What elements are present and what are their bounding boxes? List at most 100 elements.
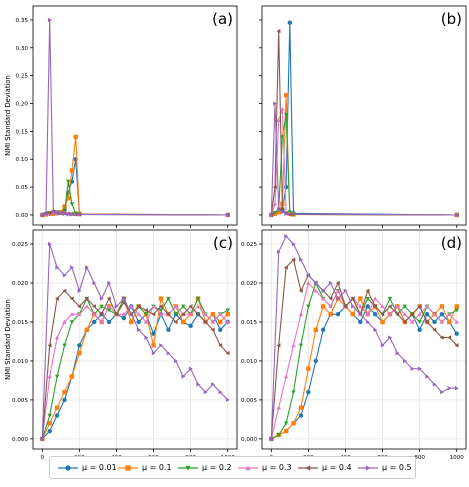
data-point — [439, 304, 445, 309]
data-point — [85, 265, 89, 270]
data-point — [210, 319, 216, 324]
data-point — [151, 304, 156, 309]
data-point — [166, 327, 171, 332]
data-point — [298, 288, 303, 293]
data-point — [365, 296, 370, 301]
legend-marker — [305, 465, 311, 471]
data-point — [283, 428, 289, 434]
data-point — [77, 311, 82, 316]
data-point — [283, 421, 289, 426]
data-point — [159, 343, 164, 348]
data-point — [151, 343, 156, 348]
y-tick-label: 0.025 — [12, 242, 28, 248]
data-point — [402, 319, 407, 325]
data-point — [47, 343, 52, 348]
data-point — [66, 179, 71, 184]
legend-label: μ = 0.1 — [142, 463, 172, 472]
series-mu_0-4 — [40, 209, 230, 218]
data-point — [70, 265, 75, 270]
data-point — [321, 288, 326, 293]
data-point — [447, 319, 452, 325]
data-point — [447, 311, 452, 316]
data-point — [218, 389, 223, 395]
panel-label: (b) — [441, 10, 462, 28]
y-axis-label: NMI Standard Deviation — [4, 75, 12, 156]
data-point — [321, 327, 326, 332]
series-mu_0-01 — [40, 157, 230, 218]
data-point — [218, 343, 223, 348]
data-point — [84, 304, 89, 309]
data-point — [47, 210, 52, 215]
axes-frame — [32, 229, 238, 450]
panel-label: (a) — [212, 10, 233, 28]
data-point — [269, 212, 274, 218]
data-point — [335, 311, 341, 317]
data-point — [291, 390, 296, 395]
data-point — [402, 304, 407, 309]
data-point — [432, 327, 437, 332]
data-point — [328, 280, 333, 286]
data-point — [62, 319, 67, 324]
data-point — [306, 366, 311, 371]
data-point — [188, 323, 193, 329]
series-line — [41, 297, 228, 440]
data-point — [181, 319, 186, 325]
data-point — [291, 241, 296, 247]
data-point — [84, 296, 89, 301]
data-point — [195, 304, 201, 309]
data-point — [280, 209, 285, 215]
data-point — [158, 304, 163, 309]
data-point — [181, 304, 186, 309]
series-mu_0-5 — [269, 101, 459, 218]
data-point — [454, 331, 459, 336]
data-point — [77, 304, 82, 309]
data-point — [218, 327, 223, 332]
data-point — [410, 366, 415, 371]
data-point — [410, 319, 415, 324]
series-mu_0-1 — [269, 92, 459, 218]
data-point — [417, 320, 422, 325]
data-point — [70, 212, 75, 217]
data-point — [417, 366, 422, 371]
series-line — [41, 296, 229, 440]
data-point — [276, 405, 281, 410]
data-point — [173, 319, 178, 325]
data-point — [99, 304, 104, 309]
data-point — [203, 389, 208, 395]
panel-b: (b) — [259, 5, 467, 228]
data-point — [328, 304, 333, 309]
y-tick-label: 0.10 — [16, 157, 29, 163]
data-point — [358, 311, 363, 317]
data-point — [358, 304, 363, 309]
data-point — [129, 319, 134, 325]
data-point — [454, 304, 459, 309]
data-point — [51, 209, 56, 214]
series-mu_0-01 — [40, 304, 230, 442]
data-point — [283, 184, 289, 190]
data-point — [106, 296, 111, 301]
data-point — [299, 257, 304, 262]
data-point — [62, 343, 67, 348]
data-point — [225, 311, 230, 317]
data-point — [143, 308, 148, 313]
data-point — [47, 413, 52, 418]
data-point — [387, 304, 392, 309]
panel-label: (c) — [213, 234, 233, 252]
legend-marker — [65, 465, 71, 471]
data-point — [47, 421, 52, 426]
panel-c: 0.0000.0050.0100.0150.0200.0250200400600… — [4, 229, 238, 471]
legend-label: μ = 0.4 — [322, 463, 352, 472]
data-point — [181, 374, 186, 379]
series-mu_0-01 — [269, 20, 459, 218]
data-point — [440, 389, 445, 395]
series-line — [271, 114, 457, 216]
data-point — [77, 343, 82, 348]
data-point — [298, 405, 304, 410]
data-point — [225, 350, 230, 356]
data-point — [151, 350, 156, 356]
data-point — [129, 304, 134, 309]
data-point — [158, 308, 164, 313]
data-point — [225, 212, 230, 218]
data-point — [47, 374, 52, 379]
panel-a: 0.00 0.05 0.10 0.15 0.20 0.25 0.30 0.35 (a) NMI S… — [4, 5, 238, 228]
